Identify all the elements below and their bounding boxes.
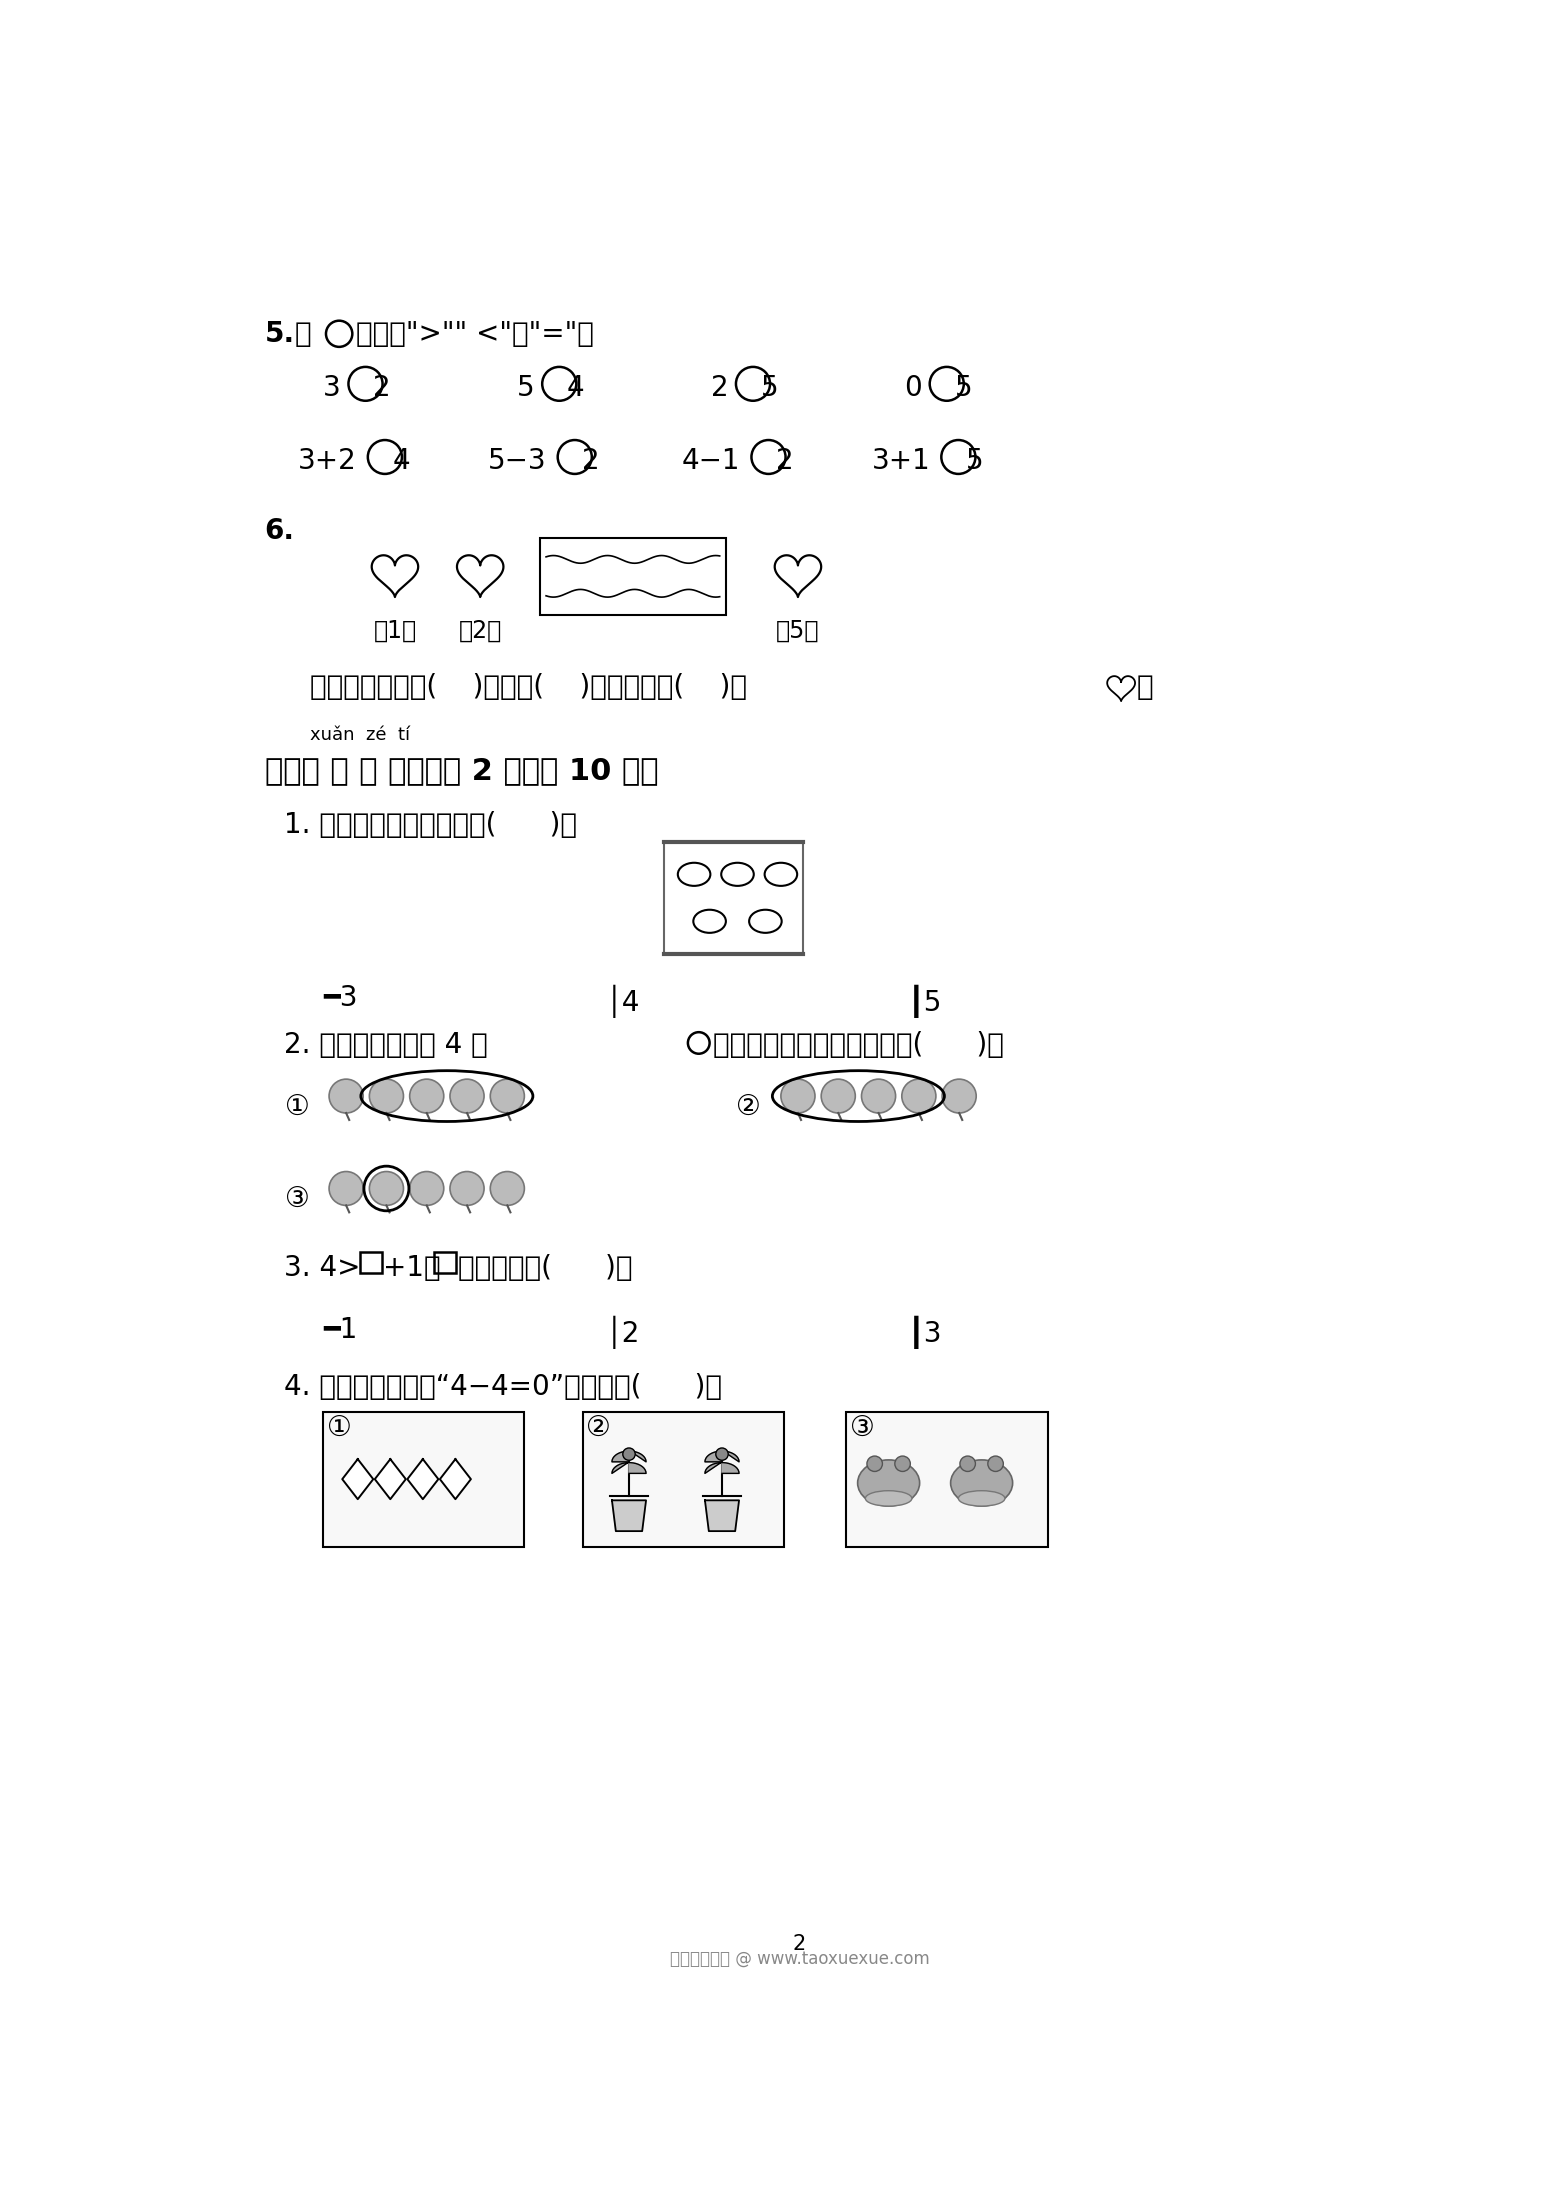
Text: 在: 在 [295, 320, 310, 348]
Ellipse shape [858, 1459, 920, 1505]
Circle shape [716, 1448, 729, 1461]
Circle shape [959, 1457, 975, 1472]
Text: 5: 5 [966, 447, 984, 476]
Bar [323, 1413, 524, 1547]
Text: 。: 。 [1137, 672, 1153, 701]
Text: 中不可以填(      )。: 中不可以填( )。 [457, 1254, 632, 1283]
Polygon shape [374, 1459, 406, 1499]
Text: 上图遥住的是第(    )个和第(    )个，共遥住(    )个: 上图遥住的是第( )个和第( )个，共遥住( )个 [310, 672, 747, 701]
Text: 4: 4 [566, 375, 585, 401]
Text: 第5个: 第5个 [777, 619, 819, 644]
Text: ②: ② [736, 1093, 761, 1122]
Text: 1. 数一数，图中表示数字(      )。: 1. 数一数，图中表示数字( )。 [284, 811, 577, 840]
Polygon shape [705, 1450, 739, 1461]
Text: 圈起来，下面圈法正确的是(      )。: 圈起来，下面圈法正确的是( )。 [713, 1031, 1003, 1058]
Text: 第2个: 第2个 [459, 619, 502, 644]
Text: 0: 0 [905, 375, 922, 401]
Text: 2: 2 [582, 447, 601, 476]
Text: +1，: +1， [384, 1254, 441, 1283]
Circle shape [622, 1448, 635, 1461]
Text: 2: 2 [777, 447, 794, 476]
Circle shape [902, 1080, 936, 1113]
Text: 5: 5 [761, 375, 778, 401]
Text: 第1个: 第1个 [373, 619, 417, 644]
Text: 3: 3 [323, 375, 340, 401]
Polygon shape [407, 1459, 438, 1499]
Circle shape [329, 1173, 363, 1206]
Ellipse shape [866, 1490, 913, 1505]
Text: │4: │4 [605, 985, 640, 1018]
Text: 里填上">"" <"或"="。: 里填上">"" <"或"="。 [356, 320, 594, 348]
Polygon shape [612, 1450, 646, 1461]
Text: 3+1: 3+1 [872, 447, 930, 476]
Polygon shape [705, 1461, 739, 1474]
Text: 2: 2 [792, 1933, 807, 1953]
Bar [846, 1413, 1047, 1547]
Text: 5: 5 [955, 375, 972, 401]
Circle shape [449, 1173, 484, 1206]
Text: │2: │2 [605, 1316, 640, 1349]
Circle shape [370, 1173, 404, 1206]
Text: ┃5: ┃5 [908, 985, 942, 1018]
Text: 6.: 6. [265, 518, 295, 544]
Bar [435, 1252, 456, 1274]
Bar [582, 1413, 785, 1547]
Ellipse shape [950, 1459, 1012, 1505]
Text: ━1: ━1 [323, 1316, 357, 1344]
Circle shape [410, 1080, 443, 1113]
Circle shape [942, 1080, 977, 1113]
Polygon shape [612, 1461, 646, 1474]
Text: ③: ③ [285, 1186, 310, 1212]
Polygon shape [612, 1501, 646, 1532]
Text: ━3: ━3 [323, 985, 357, 1012]
Text: 淘学学资料库 @ www.taoxuexue.com: 淘学学资料库 @ www.taoxuexue.com [669, 1948, 930, 1968]
Circle shape [867, 1457, 883, 1472]
Polygon shape [342, 1459, 373, 1499]
Ellipse shape [958, 1490, 1005, 1505]
Text: 3+2: 3+2 [298, 447, 357, 476]
Text: ③: ③ [850, 1415, 875, 1441]
Circle shape [821, 1080, 855, 1113]
Text: 4: 4 [393, 447, 410, 476]
Circle shape [329, 1080, 363, 1113]
Circle shape [895, 1457, 911, 1472]
Circle shape [410, 1173, 443, 1206]
Circle shape [861, 1080, 895, 1113]
Circle shape [449, 1080, 484, 1113]
Text: 4−1: 4−1 [682, 447, 741, 476]
Text: 4. 下面不能用算式“4−4=0”表示的是(      )。: 4. 下面不能用算式“4−4=0”表示的是( )。 [284, 1373, 722, 1402]
Text: 5: 5 [516, 375, 535, 401]
Bar [665, 842, 803, 954]
Text: xuǎn  zé  tí: xuǎn zé tí [310, 727, 410, 745]
Circle shape [370, 1080, 404, 1113]
Circle shape [490, 1080, 524, 1113]
Text: 2: 2 [710, 375, 729, 401]
Text: 3. 4>: 3. 4> [284, 1254, 360, 1283]
Polygon shape [440, 1459, 471, 1499]
Polygon shape [705, 1501, 739, 1532]
Text: 2. 从右边数，把第 4 个: 2. 从右边数，把第 4 个 [284, 1031, 488, 1058]
Circle shape [782, 1080, 814, 1113]
Text: ①: ① [326, 1415, 351, 1441]
Text: 5−3: 5−3 [488, 447, 548, 476]
Circle shape [987, 1457, 1003, 1472]
Text: 2: 2 [373, 375, 392, 401]
Text: 二、选 择 题 。（每题 2 分，共 10 分）: 二、选 择 题 。（每题 2 分，共 10 分） [265, 756, 658, 785]
Bar [540, 538, 725, 615]
Text: ②: ② [587, 1415, 612, 1441]
Text: 5.: 5. [265, 320, 295, 348]
Bar [360, 1252, 382, 1274]
Circle shape [490, 1173, 524, 1206]
Text: ①: ① [285, 1093, 310, 1122]
Text: ┃3: ┃3 [908, 1316, 942, 1349]
